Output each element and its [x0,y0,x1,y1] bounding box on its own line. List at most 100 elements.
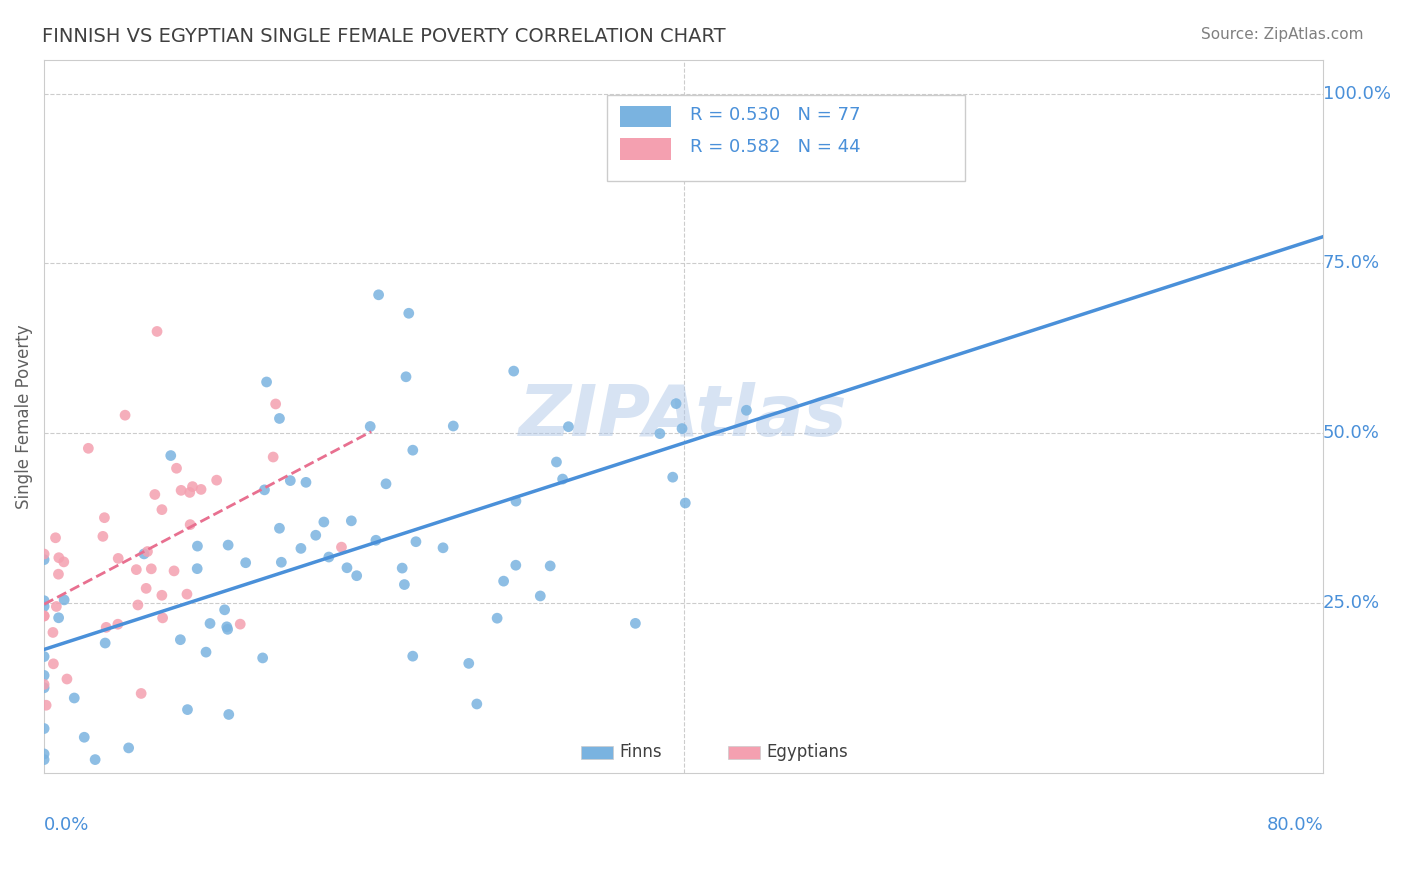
Point [624,616,647,631]
Point [159,449,181,463]
Point [32,599,55,614]
Point [330,540,353,554]
Point [340,514,363,528]
Point [141,562,163,576]
Bar [728,746,761,759]
Point [502,364,524,378]
Point [132,547,155,561]
Point [56,672,79,686]
Point [170,483,193,498]
Point [305,528,328,542]
Point [129,686,152,700]
Point [32,593,55,607]
Point [32,722,55,736]
Text: Source: ZipAtlas.com: Source: ZipAtlas.com [1201,27,1364,42]
Point [215,620,238,634]
Point [143,487,166,501]
Point [505,558,527,573]
Point [391,561,413,575]
Point [63,691,86,706]
Point [125,563,148,577]
Text: ZIPAtlas: ZIPAtlas [519,382,848,450]
Point [290,541,312,556]
Point [270,555,292,569]
Text: R = 0.530   N = 77: R = 0.530 N = 77 [690,106,860,124]
Point [152,611,174,625]
Point [179,517,201,532]
Point [214,603,236,617]
Point [205,473,228,487]
Point [181,480,204,494]
Point [402,649,425,664]
Point [364,533,387,548]
Point [48,567,70,582]
Point [457,657,479,671]
Point [32,668,55,682]
Point [318,549,340,564]
Point [32,649,55,664]
Point [229,617,252,632]
Text: FINNISH VS EGYPTIAN SINGLE FEMALE POVERTY CORRELATION CHART: FINNISH VS EGYPTIAN SINGLE FEMALE POVERT… [42,27,725,45]
Point [45,599,67,614]
Text: 100.0%: 100.0% [1323,85,1391,103]
Point [77,442,100,456]
Point [217,538,239,552]
Point [295,475,318,490]
Point [486,611,509,625]
Text: 75.0%: 75.0% [1323,254,1381,272]
Point [346,568,368,582]
Point [735,403,758,417]
Point [190,483,212,497]
Point [256,375,278,389]
Point [107,617,129,632]
Point [262,450,284,464]
Point [96,620,118,634]
Point [405,534,427,549]
Point [432,541,454,555]
Point [32,747,55,761]
Point [186,562,208,576]
Point [665,396,688,410]
Text: R = 0.582   N = 44: R = 0.582 N = 44 [690,138,860,156]
Point [179,485,201,500]
Point [394,577,416,591]
Point [146,325,169,339]
Text: 50.0%: 50.0% [1323,425,1379,442]
Point [52,555,75,569]
Y-axis label: Single Female Poverty: Single Female Poverty [15,324,32,508]
Point [278,474,301,488]
Text: 80.0%: 80.0% [1267,816,1323,834]
Point [32,609,55,624]
Point [546,455,568,469]
Point [127,598,149,612]
Point [253,483,276,497]
Point [135,582,157,596]
Point [648,426,671,441]
Point [195,645,218,659]
Point [150,502,173,516]
Point [551,472,574,486]
Point [661,470,683,484]
Point [505,494,527,508]
Point [186,539,208,553]
Point [114,408,136,422]
Bar [620,106,671,128]
Point [673,496,696,510]
Point [107,551,129,566]
Point [465,697,488,711]
Point [269,411,291,425]
Point [235,556,257,570]
Point [42,657,65,671]
Bar [620,138,671,160]
Point [492,574,515,588]
Point [402,443,425,458]
Point [529,589,551,603]
Bar [581,746,613,759]
Point [32,552,55,566]
Point [93,510,115,524]
Text: Egyptians: Egyptians [766,744,848,762]
Point [264,397,287,411]
Point [269,521,291,535]
Point [218,707,240,722]
Point [32,547,55,561]
